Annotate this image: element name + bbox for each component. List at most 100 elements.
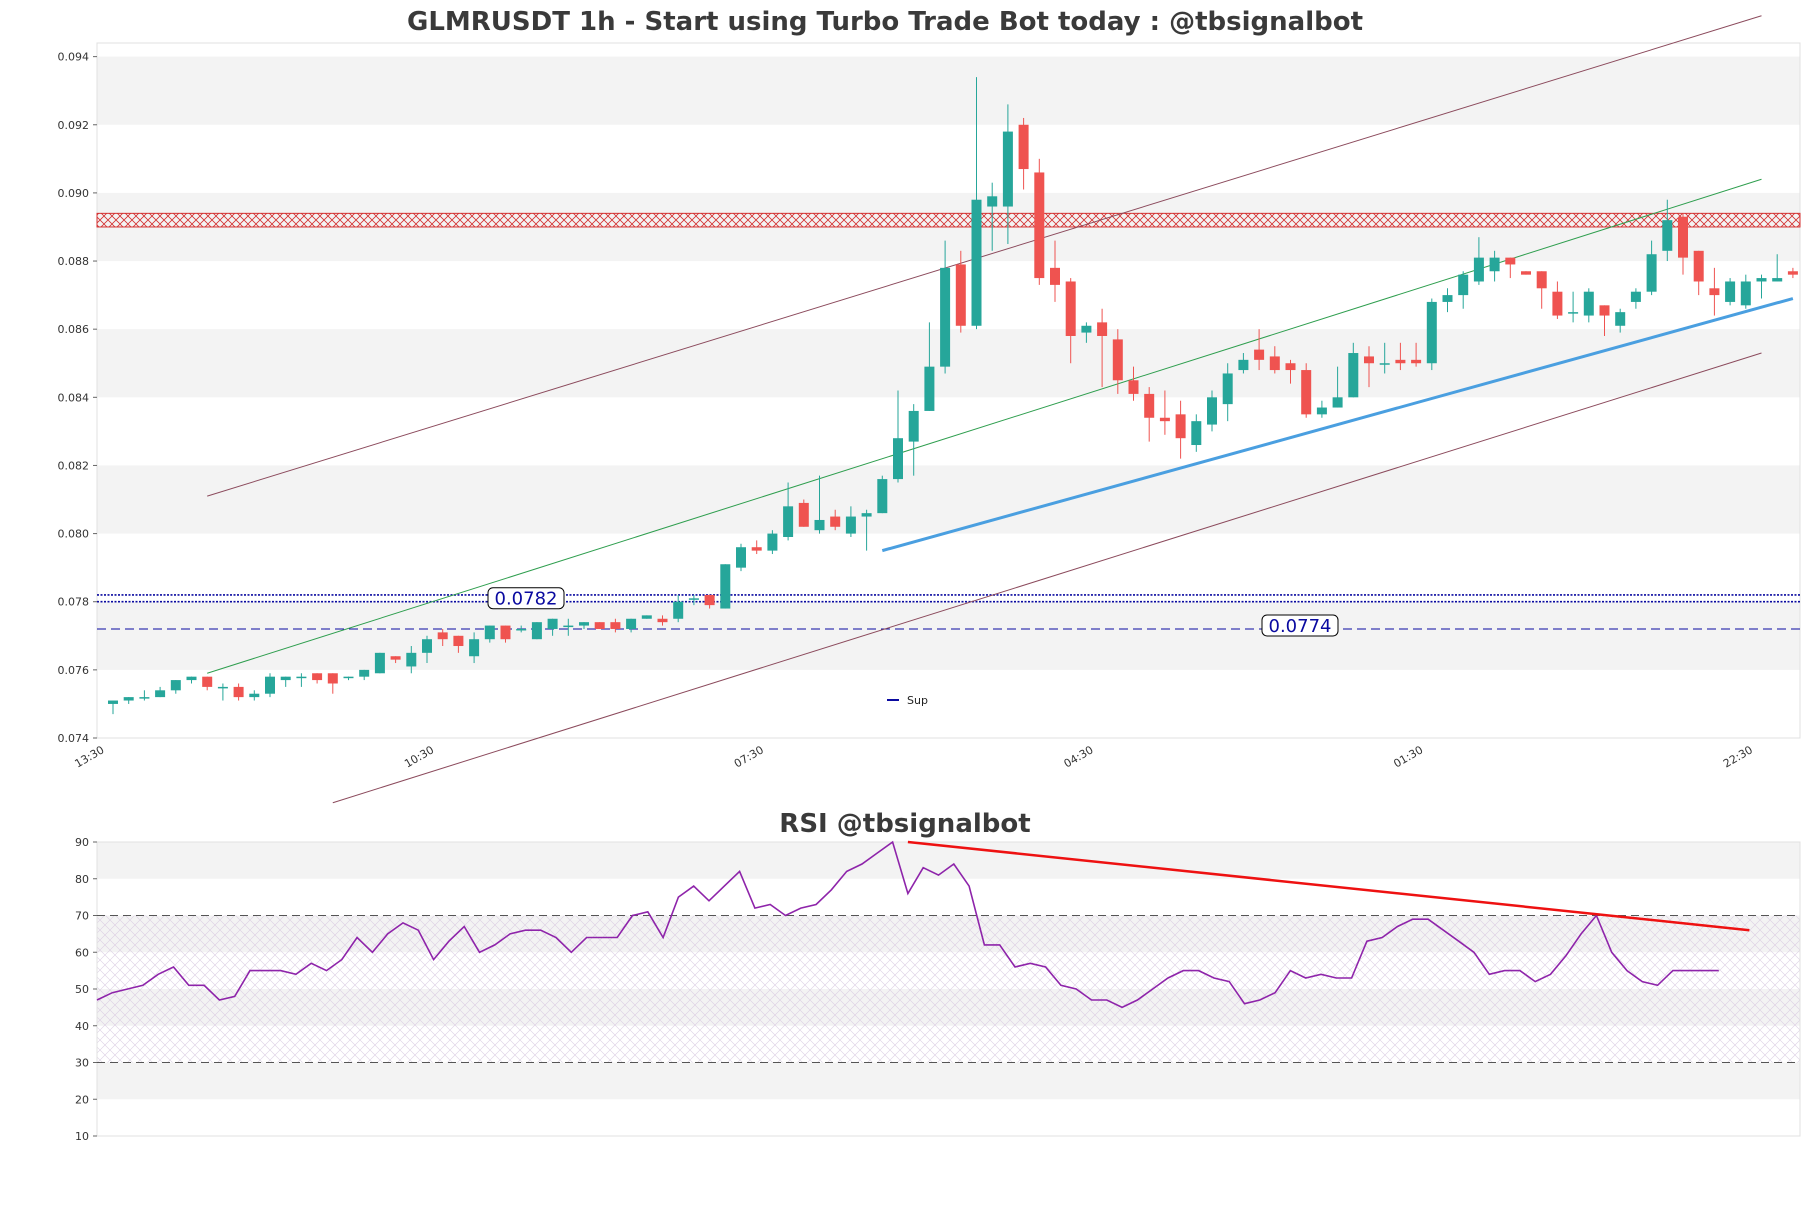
price-x-tick-label: 10:30 (402, 743, 436, 770)
candle-body (861, 513, 872, 517)
candle-body (312, 673, 323, 681)
candle-body (1175, 414, 1186, 439)
candle-body (1583, 291, 1594, 316)
channel-lower-line (332, 352, 1762, 804)
candle-body (202, 676, 213, 687)
candle-body (1552, 291, 1563, 316)
rsi-band (97, 1062, 1800, 1100)
channel-middle-line (207, 178, 1762, 674)
candle-body (500, 625, 511, 640)
candle-body (1332, 397, 1343, 408)
candle-body (783, 506, 794, 537)
candle-body (626, 618, 637, 629)
candle-body (422, 639, 432, 653)
candle-body (1379, 363, 1390, 365)
candle-body (343, 676, 354, 679)
price-x-tick-label: 22:30 (1721, 743, 1755, 770)
candle-body (374, 652, 385, 674)
candle-body (484, 625, 495, 640)
candle-body (1128, 380, 1139, 394)
candle-body (327, 673, 338, 684)
candle-body (1536, 271, 1547, 289)
candle-body (798, 502, 809, 527)
candle-body (1144, 393, 1155, 418)
rsi-y-tick-label: 50 (75, 983, 89, 996)
candle-body (217, 686, 228, 689)
price-y-tick-label: 0.082 (58, 459, 90, 472)
price-band (97, 601, 1800, 670)
rsi-y-tick-label: 80 (75, 873, 89, 886)
candle-body (437, 632, 448, 640)
price-chart-title: GLMRUSDT 1h - Start using Turbo Trade Bo… (407, 7, 1363, 37)
candle-body (1772, 278, 1783, 282)
trendline-line (881, 297, 1794, 553)
candle-body (579, 622, 589, 626)
candle-body (1395, 359, 1406, 364)
candle-body (1301, 370, 1312, 415)
candle-body (1568, 312, 1579, 314)
candle-body (987, 196, 998, 207)
candle-body (453, 635, 464, 647)
candle-body (1191, 421, 1202, 446)
candle-body (1505, 257, 1516, 265)
candle-body (1787, 271, 1798, 275)
candle-body (406, 652, 417, 667)
candle-body (265, 676, 275, 694)
candle-body (1018, 124, 1029, 170)
support-label-upper-text: 0.0782 (495, 589, 558, 610)
candle-body (845, 516, 856, 534)
candle-body (704, 594, 715, 606)
candle-body (1489, 257, 1500, 272)
legend-label-sup: Sup (907, 694, 928, 707)
candle-body (1050, 267, 1060, 285)
candle-body (877, 479, 888, 514)
candle-body (971, 199, 982, 326)
rsi-chart-title: RSI @tbsignalbot (779, 809, 1030, 839)
candle-body (1207, 397, 1217, 425)
price-y-tick-label: 0.086 (58, 323, 90, 336)
support-label-upper: 0.0782 (487, 587, 565, 610)
price-y-tick-label: 0.078 (58, 596, 90, 609)
candle-body (1662, 220, 1673, 251)
price-x-tick-label: 01:30 (1391, 743, 1425, 770)
rsi-y-tick-label: 60 (75, 946, 89, 959)
candle-body (1238, 359, 1249, 371)
candle-body (1646, 254, 1657, 292)
candle-body (1473, 257, 1484, 282)
candle-body (1348, 353, 1359, 398)
candle-body (1615, 312, 1626, 326)
candle-body (1065, 281, 1076, 336)
candle-body (1709, 288, 1720, 296)
candle-body (186, 676, 197, 681)
candle-body (280, 676, 291, 681)
candle-body (688, 598, 699, 600)
candle-body (767, 533, 778, 551)
rsi-trendline (907, 840, 1750, 932)
candle-body (1002, 131, 1013, 207)
candle-body (908, 410, 919, 442)
candle-body (108, 700, 118, 704)
support-label-lower-box (1261, 614, 1339, 637)
candle-body (1678, 216, 1688, 258)
candle-body (1630, 291, 1641, 302)
candle-body (594, 622, 605, 629)
price-x-tick-label: 07:30 (732, 743, 766, 770)
price-x-tick-label: 13:30 (73, 743, 107, 770)
candle-body (1599, 305, 1610, 316)
candle-body (359, 669, 370, 677)
candle-body (296, 676, 307, 679)
support-label-lower-text: 0.0774 (1269, 616, 1332, 637)
candle-body (673, 601, 684, 619)
candle-body (1458, 274, 1469, 296)
candle-body (1756, 278, 1767, 282)
rsi-y-tick-label: 90 (75, 836, 89, 849)
resistance-zone (96, 212, 1801, 228)
candle-body (720, 564, 731, 609)
candle-body (547, 618, 558, 629)
channel-upper-line (207, 15, 1762, 497)
rsi-y-tick-label: 10 (75, 1130, 89, 1143)
price-y-tick-label: 0.076 (58, 664, 90, 677)
candle-body (1034, 172, 1045, 279)
price-y-tick-label: 0.090 (58, 187, 90, 200)
